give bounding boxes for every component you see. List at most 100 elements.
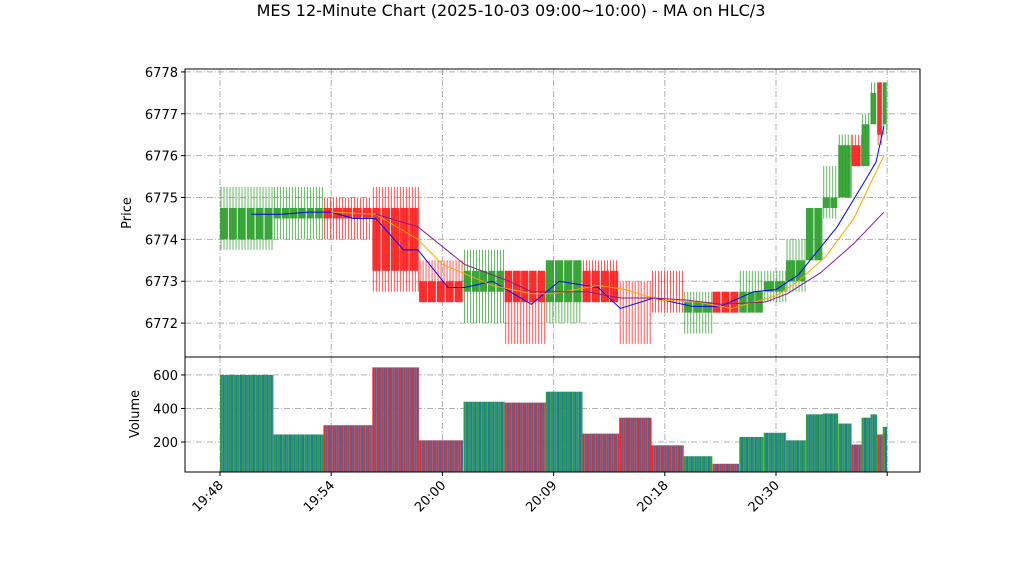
volume-bar	[806, 414, 823, 472]
volume-bar-stripe	[445, 440, 448, 472]
volume-bar-stripe	[797, 440, 800, 472]
volume-bar-stripe	[239, 374, 243, 472]
volume-bar-stripe	[385, 367, 388, 472]
volume-bar-stripe	[341, 425, 344, 472]
candle-body	[877, 82, 882, 135]
candle-body	[381, 207, 391, 271]
candle-body	[529, 270, 537, 303]
volume-bar-stripe	[707, 456, 711, 472]
candle-body	[419, 281, 427, 303]
volume-bar-stripe	[842, 423, 845, 472]
volume-bar-stripe	[542, 402, 545, 472]
volume-bar-stripe	[500, 401, 504, 472]
volume-bar-stripe	[671, 445, 674, 472]
volume-bar-stripe	[255, 374, 258, 472]
volume-bar-stripe	[666, 445, 670, 472]
candle-body	[822, 197, 830, 208]
volume-bar-stripe	[840, 423, 843, 472]
candle-body	[454, 281, 463, 303]
volume-bar-stripe	[454, 440, 457, 472]
volume-bar-stripe	[803, 440, 806, 472]
volume-bar-stripe	[363, 425, 366, 472]
volume-bar-stripe	[358, 425, 361, 472]
volume-bar-stripe	[434, 440, 437, 472]
volume-bar-stripe	[356, 425, 359, 472]
volume-bar-stripe	[226, 374, 229, 472]
candle-body	[739, 291, 747, 313]
candle-block	[651, 270, 683, 313]
candle-body	[830, 197, 838, 208]
volume-bar-stripe	[494, 401, 497, 472]
volume-bar-stripe	[844, 423, 848, 472]
volume-bar-stripe	[280, 434, 283, 472]
volume-bar-stripe	[853, 444, 857, 472]
volume-bar-stripe	[584, 433, 587, 472]
volume-bar-stripe	[630, 417, 633, 472]
volume-bar-stripe	[338, 425, 342, 472]
volume-bar-stripe	[327, 425, 331, 472]
volume-bar-stripe	[861, 417, 864, 472]
volume-bar-stripe	[717, 463, 720, 472]
volume-bar-stripe	[810, 414, 813, 472]
volume-bar-stripe	[833, 413, 836, 472]
volume-bar-stripe	[763, 432, 766, 472]
candle-body	[882, 82, 887, 125]
candle-block	[683, 291, 713, 334]
volume-bar-stripe	[639, 417, 642, 472]
candle-body	[362, 207, 372, 219]
volume-bar-stripe	[233, 374, 236, 472]
candle-block	[838, 134, 852, 198]
volume-bar-stripe	[572, 391, 575, 472]
candle-body	[504, 270, 512, 303]
volume-bar-stripe	[643, 417, 646, 472]
candle-body	[786, 260, 796, 282]
volume-bar-stripe	[554, 391, 557, 472]
x-tick-label: 20:09	[523, 478, 560, 515]
volume-bar-stripe	[248, 374, 251, 472]
volume-tick-label: 400	[153, 402, 178, 417]
volume-bar-stripe	[383, 367, 386, 472]
volume-bar-stripe	[625, 417, 629, 472]
volume-bar-stripe	[739, 436, 742, 472]
volume-bar-stripe	[662, 445, 665, 472]
volume-bar-stripe	[436, 440, 439, 472]
volume-bar-stripe	[295, 434, 298, 472]
volume-bar-stripe	[419, 440, 422, 472]
candle-body	[545, 260, 555, 303]
volume-bar-stripe	[866, 417, 869, 472]
volume-bar-stripe	[655, 445, 659, 472]
volume-bar-stripe	[405, 367, 408, 472]
price-tick-label: 6773	[145, 275, 178, 290]
candle-body	[471, 270, 480, 292]
volume-bar-stripe	[685, 456, 689, 472]
volume-bar-stripe	[696, 456, 700, 472]
volume-bar-stripe	[545, 391, 549, 472]
volume-bar-stripe	[776, 432, 780, 472]
volume-bar-stripe	[688, 456, 691, 472]
volume-bar-stripe	[690, 456, 693, 472]
volume-bar-stripe	[441, 440, 444, 472]
volume-bar-stripe	[394, 367, 397, 472]
candle-body	[870, 92, 877, 125]
chart-title: MES 12-Minute Chart (2025-10-03 09:00~10…	[257, 1, 766, 20]
x-tick-label: 20:30	[746, 478, 783, 515]
volume-bar-stripe	[570, 391, 573, 472]
volume-bar-stripe	[877, 434, 880, 472]
volume-bar-stripe	[539, 402, 543, 472]
volume-bar-stripe	[621, 417, 624, 472]
volume-bar	[463, 401, 505, 472]
volume-bar	[861, 417, 871, 472]
volume-bar-stripe	[286, 434, 289, 472]
volume-bar-stripe	[506, 402, 510, 472]
volume-bar-stripe	[349, 425, 353, 472]
price-tick-label: 6775	[145, 192, 178, 207]
volume-bar-stripe	[783, 432, 786, 472]
candle-body	[427, 281, 436, 303]
volume-bar-stripe	[745, 436, 749, 472]
volume-bar-stripe	[467, 401, 471, 472]
candle-body	[333, 207, 343, 219]
candle-block	[739, 270, 763, 313]
candle-body	[323, 207, 333, 219]
volume-bar-stripe	[264, 374, 267, 472]
candle-block	[806, 207, 823, 261]
